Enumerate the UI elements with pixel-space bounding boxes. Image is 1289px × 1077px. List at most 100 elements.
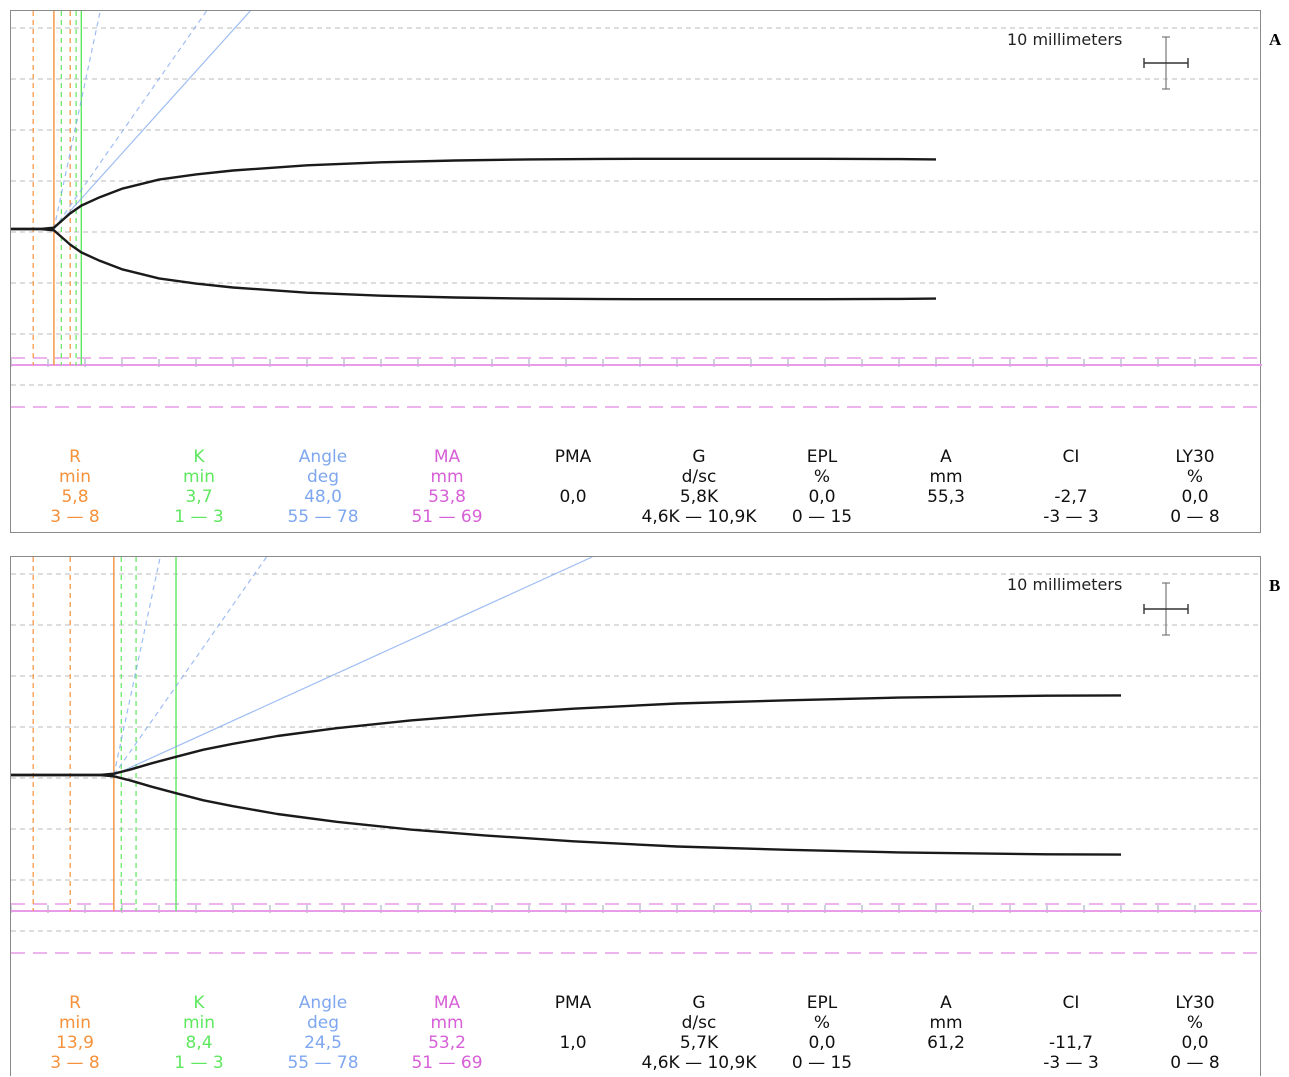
param-value: 1,0 xyxy=(559,1033,587,1053)
param-range: -3 — 3 xyxy=(1043,1053,1099,1073)
param-ci: CI -2,7 -3 — 3 xyxy=(1006,447,1136,527)
param-range: -3 — 3 xyxy=(1043,507,1099,527)
param-unit: % xyxy=(1186,1013,1204,1033)
param-name: PMA xyxy=(554,993,592,1013)
param-value: 3,7 xyxy=(185,487,213,507)
param-name: LY30 xyxy=(1175,447,1215,467)
angle-normal-line xyxy=(53,11,101,230)
param-value: 13,9 xyxy=(56,1033,94,1053)
param-range: 3 — 8 xyxy=(50,1053,100,1073)
param-name: CI xyxy=(1062,993,1080,1013)
param-value: 53,2 xyxy=(428,1033,466,1053)
param-name: A xyxy=(940,993,952,1013)
param-unit: deg xyxy=(306,467,340,487)
panel-letter: B xyxy=(1269,576,1281,595)
param-range xyxy=(881,1053,1011,1073)
param-range: 55 — 78 xyxy=(287,1053,359,1073)
param-unit: mm xyxy=(430,1013,464,1033)
param-value: 5,7K xyxy=(679,1033,719,1053)
trace-lower xyxy=(11,773,1122,856)
param-name: Angle xyxy=(298,993,348,1013)
param-value: 53,8 xyxy=(428,487,466,507)
param-ma: MA mm 53,2 51 — 69 xyxy=(382,993,512,1073)
param-pma: PMA 1,0 xyxy=(508,993,638,1073)
param-unit: min xyxy=(58,1013,92,1033)
tracing-chart-a xyxy=(11,11,1262,408)
param-name: G xyxy=(692,447,706,467)
param-name: R xyxy=(69,447,81,467)
param-unit: % xyxy=(813,1013,831,1033)
param-name: R xyxy=(69,993,81,1013)
param-range: 0 — 15 xyxy=(791,1053,853,1073)
param-epl: EPL% 0,0 0 — 15 xyxy=(757,447,887,527)
param-unit: mm xyxy=(929,467,963,487)
param-range xyxy=(881,507,1011,527)
param-unit: mm xyxy=(430,467,464,487)
param-name: MA xyxy=(433,447,461,467)
param-range: 4,6K — 10,9K xyxy=(641,1053,757,1073)
param-value: 5,8K xyxy=(679,487,719,507)
param-range: 1 — 3 xyxy=(174,507,224,527)
param-pma: PMA 0,0 xyxy=(508,447,638,527)
param-value: 24,5 xyxy=(304,1033,342,1053)
param-name: K xyxy=(193,447,205,467)
param-value: 0,0 xyxy=(1181,487,1209,507)
param-unit: % xyxy=(813,467,831,487)
param-range: 0 — 8 xyxy=(1170,507,1220,527)
param-range xyxy=(508,1053,638,1073)
param-name: G xyxy=(692,993,706,1013)
param-unit: deg xyxy=(306,1013,340,1033)
param-value: 61,2 xyxy=(927,1033,965,1053)
param-range: 55 — 78 xyxy=(287,507,359,527)
param-range: 0 — 15 xyxy=(791,507,853,527)
param-name: CI xyxy=(1062,447,1080,467)
param-name: EPL xyxy=(806,993,838,1013)
param-unit: min xyxy=(182,1013,216,1033)
angle-line xyxy=(113,557,593,776)
param-epl: EPL% 0,0 0 — 15 xyxy=(757,993,887,1073)
param-unit: mm xyxy=(929,1013,963,1033)
param-unit xyxy=(508,467,638,487)
param-name: K xyxy=(193,993,205,1013)
param-unit xyxy=(1006,467,1136,487)
param-unit: d/sc xyxy=(681,1013,717,1033)
panel-letter: A xyxy=(1269,30,1282,49)
param-value: 0,0 xyxy=(559,487,587,507)
trace-upper xyxy=(11,694,1122,777)
param-name: A xyxy=(940,447,952,467)
scale-label: 10 millimeters xyxy=(1007,30,1123,49)
param-name: Angle xyxy=(298,447,348,467)
param-value: -11,7 xyxy=(1049,1033,1093,1053)
param-range: 4,6K — 10,9K xyxy=(641,507,757,527)
param-name: EPL xyxy=(806,447,838,467)
param-range: 3 — 8 xyxy=(50,507,100,527)
param-unit: min xyxy=(182,467,216,487)
trace-lower xyxy=(11,227,937,301)
param-value: 48,0 xyxy=(304,487,342,507)
param-range: 51 — 69 xyxy=(411,1053,483,1073)
param-ly30: LY30% 0,0 0 — 8 xyxy=(1130,447,1260,527)
param-unit: d/sc xyxy=(681,467,717,487)
param-ma: MA mm 53,8 51 — 69 xyxy=(382,447,512,527)
param-unit xyxy=(508,1013,638,1033)
param-name: MA xyxy=(433,993,461,1013)
param-range xyxy=(508,507,638,527)
param-value: 0,0 xyxy=(808,1033,836,1053)
param-unit xyxy=(1006,1013,1136,1033)
param-value: -2,7 xyxy=(1054,487,1088,507)
param-value: 5,8 xyxy=(61,487,89,507)
param-angle: Angle deg 24,5 55 — 78 xyxy=(258,993,388,1073)
trace-upper xyxy=(11,157,937,231)
param-name: PMA xyxy=(554,447,592,467)
param-value: 0,0 xyxy=(1181,1033,1209,1053)
param-ly30: LY30% 0,0 0 — 8 xyxy=(1130,993,1260,1073)
